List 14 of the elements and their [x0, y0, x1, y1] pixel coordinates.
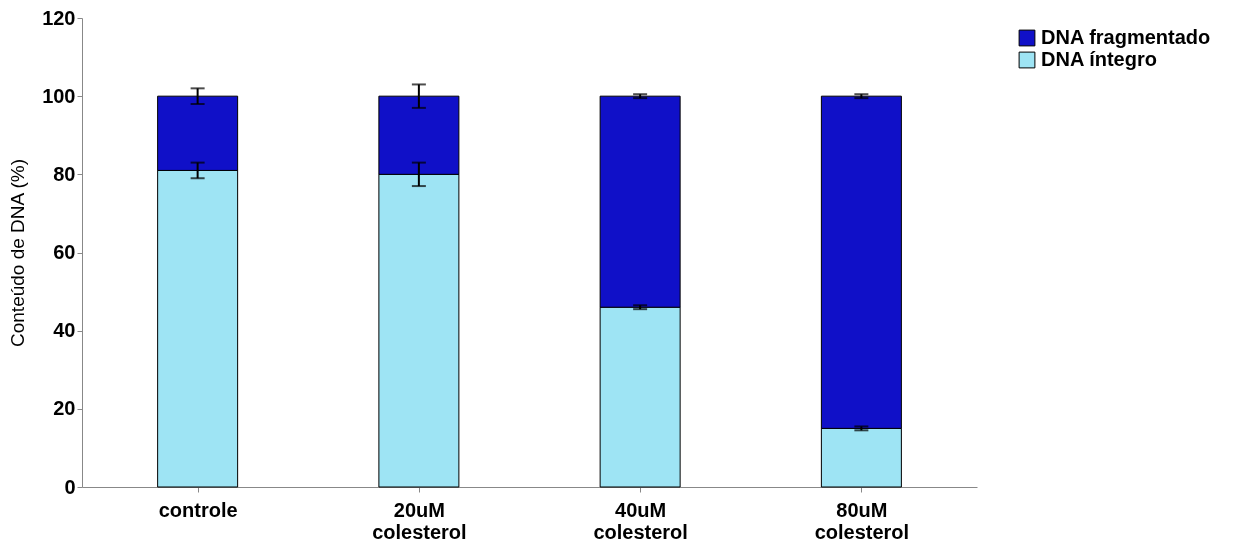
y-tick-label: 20 — [53, 397, 76, 420]
x-tick-label: controle — [158, 498, 238, 521]
y-axis-title: Conteúdo de DNA (%) — [7, 159, 29, 347]
x-tick-label: 40uM colesterol — [593, 498, 688, 543]
legend-label: DNA fragmentado — [1041, 26, 1211, 48]
y-tick-label: 100 — [42, 84, 76, 107]
y-tick-label: 40 — [53, 319, 76, 342]
y-tick-label: 0 — [64, 475, 76, 498]
y-tick-label: 60 — [53, 241, 76, 263]
x-tick-label: 20uM colesterol — [372, 498, 467, 543]
y-tick-label: 120 — [42, 6, 76, 29]
legend-label: DNA íntegro — [1041, 48, 1157, 70]
y-tick-label: 80 — [53, 162, 76, 185]
x-tick-label: 80uM colesterol — [814, 498, 910, 543]
